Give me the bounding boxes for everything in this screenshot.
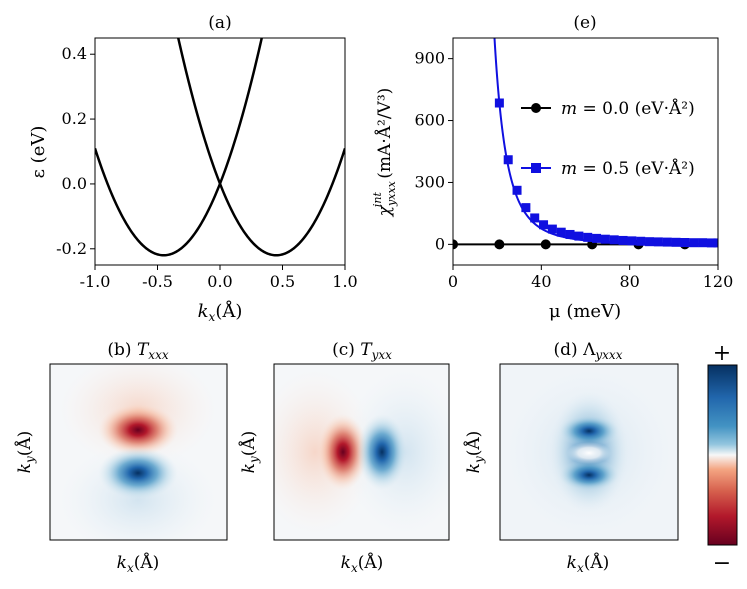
series-m05-point <box>671 237 681 247</box>
panel-b: (b) Txxx ky(Å) kx(Å) <box>14 340 228 575</box>
series-m05-point <box>609 235 619 245</box>
series-m05-point <box>521 203 531 213</box>
panel-c-heatmap <box>274 364 449 540</box>
panel-b-blue-lobe <box>98 447 178 499</box>
panel-d-xlabel: kx(Å) <box>567 552 610 575</box>
series-m05-point <box>689 238 699 248</box>
series-m05-point <box>547 224 557 234</box>
series-m05-point <box>662 237 672 247</box>
panel-e-xtick-label: 120 <box>703 272 734 291</box>
panel-d-top-lobe <box>559 415 619 447</box>
panel-a-ytick-label: 0.0 <box>62 174 87 193</box>
legend-label-m0: m = 0.0 (eV·Å²) <box>561 98 695 119</box>
panel-a-title: (a) <box>208 13 231 33</box>
panel-a-xtick-label: -0.5 <box>142 272 173 291</box>
panel-d-frame <box>499 363 679 541</box>
series-m05-point <box>494 98 504 108</box>
panel-a-band-right <box>176 38 345 257</box>
panel-a-ytick-label: 0.2 <box>62 109 87 128</box>
series-m05-point <box>565 229 575 239</box>
panel-e-frame <box>452 37 719 266</box>
panel-e-ytick-label: 0 <box>435 234 445 253</box>
series-m05-point <box>530 213 540 223</box>
series-m05-point <box>645 237 655 247</box>
panel-c-title: (c) Tyxx <box>332 340 392 362</box>
panel-a-ylabel: ε (eV) <box>28 126 49 179</box>
legend-label-m05: m = 0.5 (eV·Å²) <box>561 158 695 179</box>
series-m05-point <box>512 185 522 195</box>
panel-a-ytick-label: 0.4 <box>62 44 87 63</box>
series-m05-point <box>556 227 566 237</box>
panel-b-red-lobe <box>98 404 178 456</box>
panel-d: (d) Λyxxx ky(Å) kx(Å) <box>463 340 679 575</box>
series-m0-point <box>494 239 505 250</box>
panel-e-ytick-label: 600 <box>414 111 445 130</box>
series-m05-point <box>539 220 549 230</box>
panel-b-title: (b) Txxx <box>107 340 168 362</box>
series-m05-point <box>698 238 708 248</box>
panel-d-ylabel: ky(Å) <box>463 431 486 474</box>
panel-a-plot-area <box>95 38 345 257</box>
series-m05-point <box>680 238 690 248</box>
panel-c-blue-lobe <box>357 414 407 490</box>
panel-e-xlabel: μ (meV) <box>549 301 621 322</box>
panel-e-ytick-label: 300 <box>414 172 445 191</box>
panel-e-xtick-label: 0 <box>448 272 458 291</box>
series-m05-point <box>653 237 663 247</box>
panel-a-ytick-label: -0.2 <box>56 239 87 258</box>
series-m05-point <box>618 235 628 245</box>
series-m05-point <box>706 238 716 248</box>
panel-a-xtick-label: 0.0 <box>207 272 232 291</box>
series-m05-point <box>583 232 593 242</box>
series-m0-point <box>453 239 458 250</box>
series-m05-point <box>627 236 637 246</box>
legend-marker-m05 <box>531 163 541 173</box>
legend-entry-m0: m = 0.0 (eV·Å²) <box>521 98 695 119</box>
panel-c-frame <box>273 363 450 541</box>
series-m05-point <box>592 233 602 243</box>
panel-a-xtick-label: 1.0 <box>332 272 357 291</box>
panel-e: (e) 0 40 80 120 0 300 600 900 χyxxxint (mA·Å²/V… <box>371 13 733 322</box>
panel-e-ticks: 0 40 80 120 0 300 600 900 <box>414 49 733 291</box>
panel-a-xlabel: kx(Å) <box>198 300 243 324</box>
series-m05-point <box>503 155 513 165</box>
legend-marker-m0 <box>531 103 541 113</box>
panel-c-red-lobe <box>318 414 368 490</box>
panel-e-xtick-label: 80 <box>619 272 639 291</box>
panel-d-heatmap <box>500 364 678 540</box>
panel-e-ylabel: χyxxxint (mA·Å²/V³) <box>371 88 398 218</box>
panel-e-ytick-label: 900 <box>414 49 445 68</box>
series-m05-point <box>574 231 584 241</box>
panel-c: (c) Tyxx ky(Å) kx(Å) <box>238 340 450 575</box>
panel-d-center <box>567 442 611 464</box>
panel-b-ylabel: ky(Å) <box>14 431 37 474</box>
panel-e-plot-area <box>453 38 718 250</box>
colorbar-top-label: + <box>713 341 731 366</box>
colorbar: + − <box>707 341 738 576</box>
panel-e-title: (e) <box>573 13 596 33</box>
series-m05-point <box>713 238 718 248</box>
series-m05-point <box>636 236 646 246</box>
panel-b-heatmap <box>50 364 227 540</box>
panel-c-ylabel: ky(Å) <box>238 431 261 474</box>
panel-b-frame <box>49 363 228 541</box>
panel-e-xtick-label: 40 <box>531 272 551 291</box>
series-m0-point <box>540 239 551 250</box>
panel-a-frame <box>94 37 346 266</box>
panel-d-title: (d) Λyxxx <box>554 340 623 362</box>
panel-b-xlabel: kx(Å) <box>117 552 160 575</box>
panel-a-xtick-label: -1.0 <box>80 272 111 291</box>
panel-e-legend: m = 0.0 (eV·Å²) m = 0.5 (eV·Å²) <box>521 98 695 179</box>
panel-d-bottom-lobe <box>559 459 619 491</box>
panel-c-xlabel: kx(Å) <box>341 552 384 575</box>
panel-a-ticks: -1.0 -0.5 0.0 0.5 1.0 -0.2 0.0 0.2 0.4 <box>56 44 358 291</box>
panel-a-xtick-label: 0.5 <box>270 272 295 291</box>
legend-entry-m05: m = 0.5 (eV·Å²) <box>521 158 695 179</box>
series-m05-point <box>600 234 610 244</box>
colorbar-bottom-label: − <box>713 551 731 576</box>
colorbar-gradient <box>707 364 738 546</box>
panel-a: (a) -1.0 -0.5 0.0 0.5 1.0 -0.2 0.0 0.2 0.4 ε (eV… <box>28 13 358 324</box>
